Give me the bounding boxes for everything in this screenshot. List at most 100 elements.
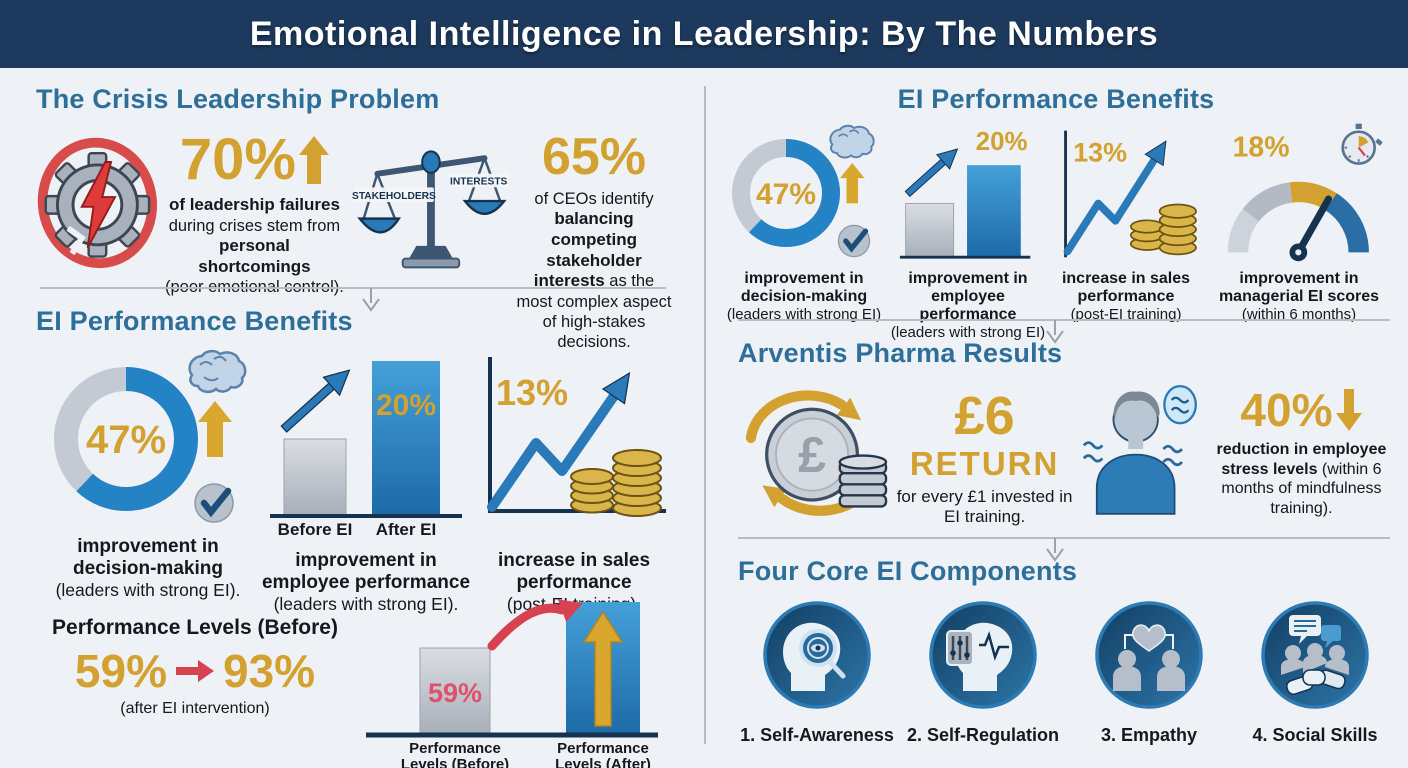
stat-70-value: 70% bbox=[165, 131, 344, 189]
outcome-stat-block: Performance Levels (Before) 59% 93% (aft… bbox=[50, 596, 340, 718]
roi-label: RETURN bbox=[909, 445, 1060, 482]
before-after-bars-icon: 20% bbox=[899, 128, 1031, 259]
handshake-icon bbox=[1286, 669, 1346, 695]
stat-65-desc: of CEOs identify balancing competing sta… bbox=[516, 190, 672, 352]
social-skills-icon bbox=[1261, 601, 1369, 709]
left-benefits-section: EI Performance Benefits 47% bbox=[36, 306, 680, 616]
stressed-person-icon bbox=[1083, 384, 1198, 515]
employee-caption: improvement in employee performance (lea… bbox=[261, 550, 471, 615]
trend-arrow-icon bbox=[904, 148, 959, 198]
down-arrow-connector-icon bbox=[1046, 538, 1064, 562]
check-icon bbox=[837, 224, 871, 258]
crisis-section: The Crisis Leadership Problem bbox=[36, 84, 672, 352]
component-self-awareness: 1. Self-Awareness bbox=[738, 599, 896, 746]
brain-icon bbox=[829, 124, 875, 159]
coins-icon bbox=[570, 449, 662, 517]
page-title: Emotional Intelligence in Leadership: By… bbox=[249, 14, 1159, 53]
roi-block: £6 RETURN for every £1 invested in EI tr… bbox=[897, 379, 1073, 528]
arventis-heading: Arventis Pharma Results bbox=[738, 338, 1063, 368]
before-after-bars-icon: 20% Before EI After EI bbox=[270, 361, 462, 539]
scales-icon: STAKEHOLDERS INTERESTS bbox=[352, 150, 509, 269]
self-regulation-icon bbox=[929, 601, 1037, 709]
stat-65-block: 65% of CEOs identify balancing competing… bbox=[516, 131, 672, 352]
outcome-section: Performance Levels (Before) 59% 93% (aft… bbox=[50, 596, 678, 768]
decision-donut-icon: 47% bbox=[732, 124, 875, 258]
empathy-icon bbox=[1095, 601, 1203, 709]
roi-coin-icon: £ bbox=[745, 390, 888, 516]
stat-70-block: 70% of leadership failures during crises… bbox=[165, 131, 344, 297]
component-social-skills: 4. Social Skills bbox=[1236, 599, 1394, 746]
arventis-section: Arventis Pharma Results £ £6 bbox=[738, 338, 1394, 528]
right-benefits-section: EI Performance Benefits 47% bbox=[720, 84, 1392, 342]
brain-icon bbox=[188, 349, 247, 394]
svg-text:20%: 20% bbox=[976, 128, 1028, 156]
sales-item-sm: 13% increase in sales performance (post-… bbox=[1048, 121, 1204, 324]
self-awareness-icon bbox=[763, 601, 871, 709]
arrowhead-icon bbox=[1144, 140, 1167, 167]
stress-desc: reduction in employee stress levels (wit… bbox=[1216, 441, 1387, 517]
sales-growth-icon: 13% bbox=[487, 357, 666, 517]
up-arrow-icon bbox=[840, 163, 865, 204]
pound-symbol: £ bbox=[798, 427, 826, 483]
up-arrow-icon bbox=[298, 136, 329, 184]
outcome-bar-value: 59% bbox=[428, 678, 482, 708]
svg-text:13%: 13% bbox=[1073, 137, 1127, 167]
svg-text:Performance: Performance bbox=[409, 740, 501, 757]
stakeholders-label: STAKEHOLDERS bbox=[352, 191, 436, 202]
check-icon bbox=[194, 483, 234, 523]
decision-item-sm: 47% improvement in decision-making bbox=[720, 121, 888, 324]
section-divider bbox=[738, 319, 1390, 321]
decision-caption: improvement in decision-making (leaders … bbox=[55, 536, 241, 601]
roi-value: £6 bbox=[954, 386, 1015, 446]
stopwatch-icon bbox=[1341, 123, 1383, 165]
stress-waves-icon bbox=[1083, 441, 1104, 463]
component-empathy: 3. Empathy bbox=[1070, 599, 1228, 746]
right-pan bbox=[462, 199, 507, 215]
crisis-heading: The Crisis Leadership Problem bbox=[36, 84, 440, 114]
managerial-item-sm: 18% improvement in managerial EI scores … bbox=[1206, 121, 1392, 324]
coin-stack-icon bbox=[838, 454, 888, 508]
employee-value: 20% bbox=[376, 389, 436, 422]
decision-item: 47% improvement in decision-making bbox=[36, 343, 260, 602]
crisis-gear-icon bbox=[37, 137, 158, 269]
outcome-heading: Performance Levels (Before) bbox=[52, 616, 338, 639]
interests-label: INTERESTS bbox=[450, 177, 508, 188]
stat-70-desc: of leadership failures during crises ste… bbox=[165, 195, 344, 297]
coins-icon bbox=[1129, 203, 1197, 256]
gold-up-arrow-icon bbox=[582, 610, 624, 727]
components-section: Four Core EI Components bbox=[738, 556, 1394, 746]
outcome-values: 59% 93% bbox=[74, 645, 316, 697]
stress-waves-icon bbox=[1162, 444, 1184, 467]
before-label: Before EI bbox=[278, 520, 353, 539]
down-arrow-icon bbox=[1336, 389, 1363, 431]
red-arrowhead-icon bbox=[558, 599, 583, 622]
down-arrow-connector-icon bbox=[362, 288, 380, 312]
header-bar: Emotional Intelligence in Leadership: By… bbox=[0, 0, 1408, 68]
svg-text:47%: 47% bbox=[756, 178, 816, 211]
sales-value: 13% bbox=[496, 372, 568, 413]
component-self-regulation: 2. Self-Regulation bbox=[904, 599, 1062, 746]
right-benefits-heading: EI Performance Benefits bbox=[897, 84, 1215, 114]
after-label: After EI bbox=[376, 520, 436, 539]
stress-value: 40% bbox=[1209, 387, 1394, 433]
employee-item-sm: 20% improvement in employee performance … bbox=[890, 121, 1046, 342]
section-divider bbox=[40, 287, 666, 289]
decision-value: 47% bbox=[86, 418, 166, 462]
svg-text:Levels (After): Levels (After) bbox=[555, 756, 651, 768]
sales-growth-icon: 13% bbox=[1063, 130, 1197, 258]
right-arrow-icon bbox=[176, 660, 214, 682]
decision-donut-icon: 47% bbox=[54, 349, 247, 523]
svg-text:18%: 18% bbox=[1233, 132, 1290, 164]
stat-65-value: 65% bbox=[541, 128, 647, 186]
gauge-icon: 18% bbox=[1227, 123, 1383, 262]
column-divider bbox=[704, 86, 706, 744]
svg-text:Levels (Before): Levels (Before) bbox=[401, 756, 509, 768]
sales-item: 13% increase in sales performance (post-… bbox=[472, 343, 676, 616]
section-divider bbox=[738, 537, 1390, 539]
trend-arrow-icon bbox=[280, 369, 351, 433]
stress-block: 40% reduction in employee stress levels … bbox=[1209, 379, 1394, 518]
left-pan bbox=[357, 217, 402, 234]
down-arrow-connector-icon bbox=[1046, 320, 1064, 344]
components-heading: Four Core EI Components bbox=[738, 556, 1078, 586]
